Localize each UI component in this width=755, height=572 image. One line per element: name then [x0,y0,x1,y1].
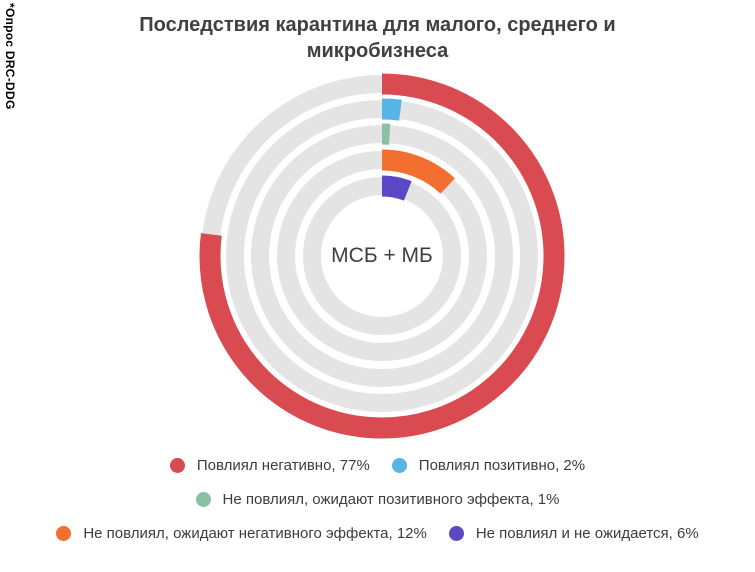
legend-item-0: Повлиял негативно, 77% [169,457,370,474]
legend-dot-icon [169,458,185,473]
legend-item-2: Не повлиял, ожидают позитивного эффекта,… [195,491,560,508]
ring-arc-3 [381,149,455,194]
legend-row-1: Не повлиял, ожидают позитивного эффекта,… [195,491,560,508]
ring-arc-1 [381,98,402,121]
legend-row-0: Повлиял негативно, 77% Повлиял позитивно,… [169,457,586,474]
legend-item-1: Повлиял позитивно, 2% [391,457,586,474]
legend-item-4: Не повлиял и не ожидается, 6% [448,525,699,542]
legend-row-2: Не повлиял, ожидают негативного эффекта,… [56,525,699,542]
legend-item-label: Повлиял негативно, 77% [196,457,370,474]
legend-dot-icon [195,492,211,507]
legend-dot-icon [391,458,407,473]
ring-arc-0 [199,73,565,439]
legend: Повлиял негативно, 77% Повлиял позитивно,… [0,457,755,542]
chart-title: Последствия карантина для малого, средне… [139,14,616,62]
legend-item-label: Повлиял позитивно, 2% [418,457,586,474]
legend-item-label: Не повлиял, ожидают негативного эффекта,… [83,525,427,542]
legend-item-label: Не повлиял, ожидают позитивного эффекта,… [222,491,560,508]
legend-dot-icon [56,526,72,541]
ring-arc-4 [381,175,412,201]
legend-item-3: Не повлиял, ожидают негативного эффекта,… [56,525,427,542]
legend-item-label: Не повлиял и не ожидается, 6% [475,525,699,542]
donut-center-label: МСБ + МБ [331,244,433,267]
legend-dot-icon [448,526,464,541]
